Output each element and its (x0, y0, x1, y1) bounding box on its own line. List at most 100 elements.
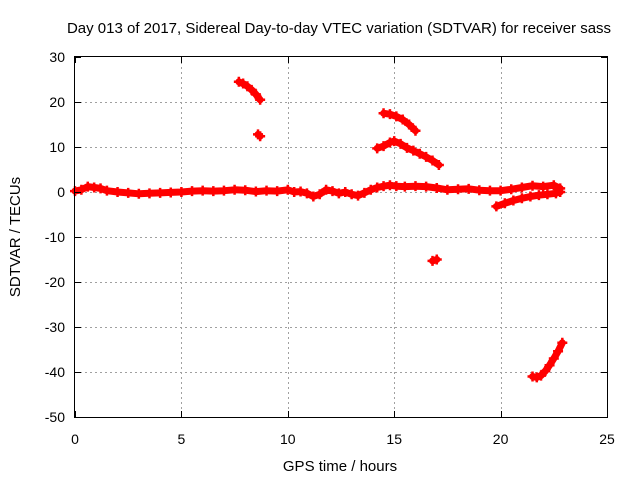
data-point (431, 182, 442, 193)
data-point (340, 187, 351, 197)
data-layer (70, 76, 568, 383)
data-point (295, 186, 306, 197)
data-point (491, 201, 502, 212)
data-point (165, 187, 176, 198)
data-point (495, 185, 506, 196)
data-point (144, 188, 155, 199)
chart-title: Day 013 of 2017, Sidereal Day-to-day VTE… (67, 20, 611, 37)
data-point (525, 191, 536, 202)
series-arc-high-1 (233, 76, 266, 105)
data-point (453, 184, 464, 195)
data-point (250, 186, 261, 197)
data-point (527, 180, 538, 191)
data-point (408, 145, 419, 156)
series-arc-late (491, 187, 566, 212)
y-tick-label: -40 (45, 364, 65, 380)
x-tick-label: 20 (493, 431, 509, 447)
data-point (327, 186, 338, 197)
axis-layer: 0 5 10 15 20 25 -50 -40 -30 -20 -10 0 10 20 30 (45, 49, 615, 447)
series-arc-point-1 (253, 129, 266, 142)
data-point (421, 181, 432, 192)
data-point (314, 189, 325, 200)
data-point (557, 337, 568, 348)
data-point (359, 187, 370, 198)
data-point (484, 185, 495, 196)
data-point (197, 185, 208, 196)
data-point (155, 187, 166, 198)
data-point (508, 195, 519, 206)
data-point (544, 360, 555, 371)
data-point (540, 366, 551, 377)
data-point (389, 136, 400, 147)
x-tick-label: 25 (599, 431, 615, 447)
data-point (410, 125, 421, 136)
data-point (176, 187, 187, 197)
data-point (372, 143, 383, 154)
data-point (250, 89, 261, 100)
data-point (378, 141, 389, 152)
data-point (384, 109, 395, 120)
x-tick-label: 5 (178, 431, 186, 447)
data-point (208, 186, 219, 197)
series-point-neg (427, 254, 442, 266)
data-point (255, 94, 266, 105)
data-point (499, 198, 510, 209)
data-point (516, 182, 527, 193)
data-point (555, 187, 566, 197)
data-point (229, 184, 240, 195)
data-point (372, 182, 383, 193)
x-tick-label: 0 (71, 431, 79, 447)
data-point (548, 353, 559, 364)
data-point (516, 193, 527, 204)
series-arc-low (527, 337, 568, 383)
y-axis-label: SDTVAR / TECUs (7, 177, 24, 297)
data-point (433, 160, 444, 170)
data-point (272, 186, 283, 197)
data-point (261, 185, 272, 196)
data-point (301, 188, 312, 199)
y-tick-label: 20 (49, 94, 65, 110)
x-tick-label: 15 (386, 431, 402, 447)
y-tick-label: -30 (45, 319, 65, 335)
series-arc-high-2 (378, 108, 421, 136)
data-point (282, 184, 293, 195)
data-point (463, 183, 474, 194)
data-point (365, 184, 376, 195)
y-tick-label: -50 (45, 409, 65, 425)
data-point (397, 114, 408, 125)
x-axis-label: GPS time / hours (283, 458, 397, 475)
y-tick-label: -20 (45, 274, 65, 290)
plot-frame (74, 56, 608, 418)
data-point (421, 151, 432, 162)
data-point (506, 184, 517, 195)
data-point (133, 188, 144, 199)
y-tick-label: 10 (49, 139, 65, 155)
data-point (538, 181, 549, 192)
data-point (410, 181, 421, 192)
y-tick-label: 30 (49, 49, 65, 65)
data-point (218, 185, 229, 196)
y-tick-label: 0 (57, 184, 65, 200)
data-point (553, 346, 564, 357)
data-point (308, 191, 319, 202)
data-point (414, 148, 425, 159)
data-point (542, 189, 553, 200)
data-point (101, 185, 112, 196)
data-point (112, 187, 123, 197)
data-point (95, 183, 106, 194)
y-tick-label: -10 (45, 229, 65, 245)
data-point (333, 188, 344, 199)
data-point (321, 184, 332, 195)
data-point (76, 184, 87, 195)
data-point (427, 155, 438, 166)
data-point (474, 185, 485, 196)
data-point (442, 184, 453, 195)
data-point (240, 185, 251, 196)
data-point (404, 119, 415, 130)
data-point (391, 111, 402, 122)
data-point (353, 190, 364, 201)
data-point (401, 142, 412, 153)
data-point (395, 138, 406, 149)
